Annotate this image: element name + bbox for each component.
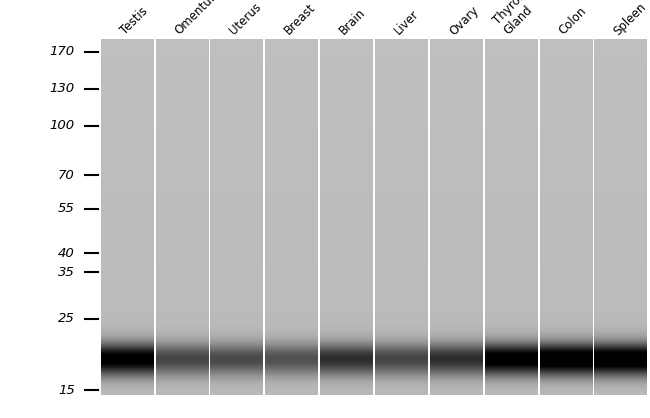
Text: 15: 15 xyxy=(58,384,75,397)
Text: 100: 100 xyxy=(49,119,75,132)
Text: Testis: Testis xyxy=(118,5,150,38)
Text: Brain: Brain xyxy=(337,6,369,38)
Text: Liver: Liver xyxy=(392,8,422,38)
Text: 130: 130 xyxy=(49,82,75,95)
Text: 25: 25 xyxy=(58,313,75,326)
Text: Spleen: Spleen xyxy=(612,0,649,38)
Text: 55: 55 xyxy=(58,202,75,215)
Text: Colon: Colon xyxy=(556,5,590,38)
Text: 40: 40 xyxy=(58,247,75,260)
Text: Uterus: Uterus xyxy=(227,1,265,38)
Text: 70: 70 xyxy=(58,169,75,182)
Text: 170: 170 xyxy=(49,45,75,58)
Text: 35: 35 xyxy=(58,265,75,278)
Text: Ovary: Ovary xyxy=(447,3,481,38)
Text: Thyroid
Gland: Thyroid Gland xyxy=(491,0,542,38)
Text: Breast: Breast xyxy=(282,1,318,38)
Text: Omentum: Omentum xyxy=(172,0,224,38)
